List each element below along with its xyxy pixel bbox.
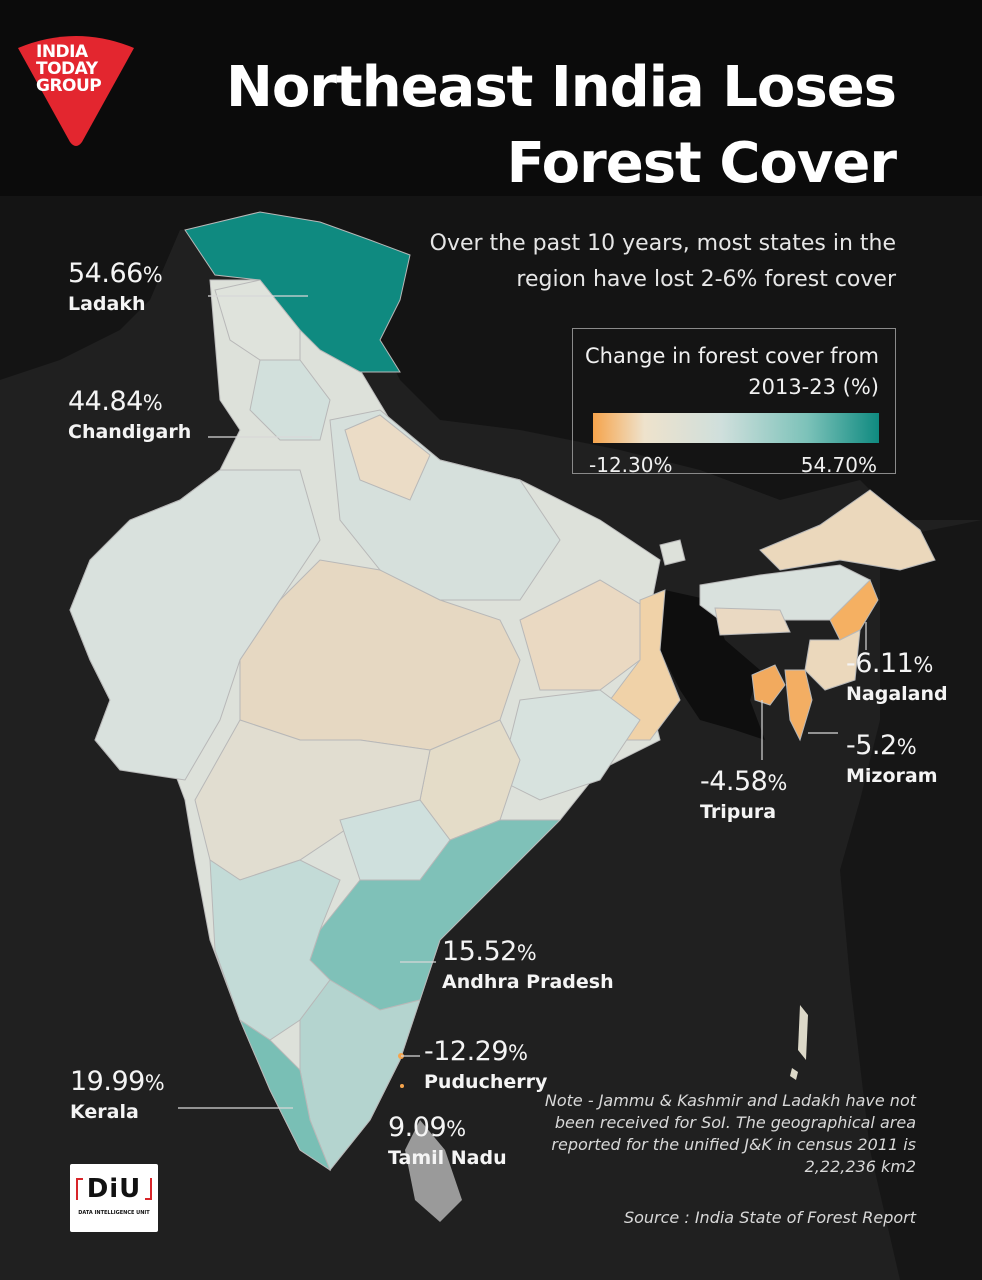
mizoram bbox=[784, 669, 813, 742]
callout-value: 54.66 bbox=[68, 258, 143, 289]
legend-title: Change in forest cover from 2013-23 (%) bbox=[585, 344, 879, 399]
callout-value: 44.84 bbox=[68, 386, 143, 417]
callout-name: Chandigarh bbox=[68, 421, 192, 443]
tripura bbox=[751, 664, 786, 706]
source-note: Source : India State of Forest Report bbox=[623, 1208, 916, 1227]
callout-name: Andhra Pradesh bbox=[442, 971, 614, 993]
callout-value: 15.52 bbox=[442, 936, 517, 967]
neighbour-land-east bbox=[840, 520, 982, 1280]
footnote: Note - Jammu & Kashmir and Ladakh have n… bbox=[544, 1091, 916, 1176]
subtitle: Over the past 10 years, most states in t… bbox=[429, 231, 896, 292]
bracket-right-icon bbox=[145, 1178, 152, 1200]
sikkim bbox=[659, 539, 686, 566]
callout-name: Puducherry bbox=[424, 1071, 548, 1093]
karnataka bbox=[209, 859, 341, 1041]
uttarakhand bbox=[344, 414, 431, 501]
callout-name: Nagaland bbox=[846, 683, 948, 705]
logo-text: INDIA TODAY GROUP bbox=[36, 42, 102, 96]
west-bengal bbox=[609, 589, 681, 741]
callout-nagaland: -6.11% Nagaland bbox=[846, 648, 948, 705]
callout-mizoram: -5.2% Mizoram bbox=[846, 730, 938, 787]
diu-logo: DiU DATA INTELLIGENCE UNIT bbox=[70, 1164, 158, 1232]
puducherry-dot-2 bbox=[400, 1084, 404, 1088]
meghalaya bbox=[714, 607, 791, 636]
legend: Change in forest cover from 2013-23 (%) … bbox=[572, 328, 896, 477]
legend-color-bar bbox=[593, 413, 879, 443]
page-title: Northeast India Loses Forest Cover bbox=[225, 55, 897, 196]
kerala bbox=[238, 1018, 332, 1172]
callout-value: 19.99 bbox=[70, 1066, 145, 1097]
callout-value: -5.2 bbox=[846, 730, 897, 761]
callout-name: Tripura bbox=[700, 801, 777, 823]
callout-name: Ladakh bbox=[68, 293, 146, 315]
sri-lanka-shape bbox=[405, 1120, 462, 1222]
callout-andhra-pradesh: 15.52% Andhra Pradesh bbox=[442, 936, 614, 993]
odisha bbox=[499, 689, 641, 801]
himachal-punjab bbox=[249, 359, 331, 441]
legend-max-label: 54.70% bbox=[800, 453, 877, 477]
diu-logo-text: DiU bbox=[86, 1174, 142, 1204]
callout-ladakh: 54.66% Ladakh bbox=[68, 258, 163, 315]
header-band: INDIA TODAY GROUP Northeast India Loses … bbox=[0, 0, 982, 196]
callout-name: Kerala bbox=[70, 1101, 139, 1123]
callout-chandigarh: 44.84% Chandigarh bbox=[68, 386, 192, 443]
legend-min-label: -12.30% bbox=[589, 453, 673, 477]
india-map bbox=[0, 196, 982, 1280]
arunachal-pradesh bbox=[759, 489, 936, 571]
andaman-islands-2 bbox=[790, 1068, 798, 1080]
callout-tamil-nadu: 9.09% Tamil Nadu bbox=[388, 1112, 507, 1169]
callout-value: -6.11 bbox=[846, 648, 914, 679]
rajasthan-gujarat bbox=[69, 469, 321, 781]
diu-logo-subtext: DATA INTELLIGENCE UNIT bbox=[78, 1210, 150, 1216]
callout-name: Tamil Nadu bbox=[388, 1147, 507, 1169]
callout-puducherry: -12.29% Puducherry bbox=[424, 1036, 548, 1093]
callout-value: 9.09 bbox=[388, 1112, 447, 1143]
leader-lines bbox=[178, 295, 867, 1109]
bracket-left-icon bbox=[76, 1178, 83, 1200]
bangladesh-shape bbox=[660, 590, 765, 740]
callout-value: -12.29 bbox=[424, 1036, 509, 1067]
india-today-logo-icon bbox=[18, 36, 134, 146]
callout-tripura: -4.58% Tripura bbox=[700, 766, 787, 823]
nagaland bbox=[829, 579, 879, 641]
callout-value: -4.58 bbox=[700, 766, 768, 797]
callout-name: Mizoram bbox=[846, 765, 938, 787]
andaman-islands bbox=[798, 1005, 808, 1060]
callout-kerala: 19.99% Kerala bbox=[70, 1066, 165, 1123]
